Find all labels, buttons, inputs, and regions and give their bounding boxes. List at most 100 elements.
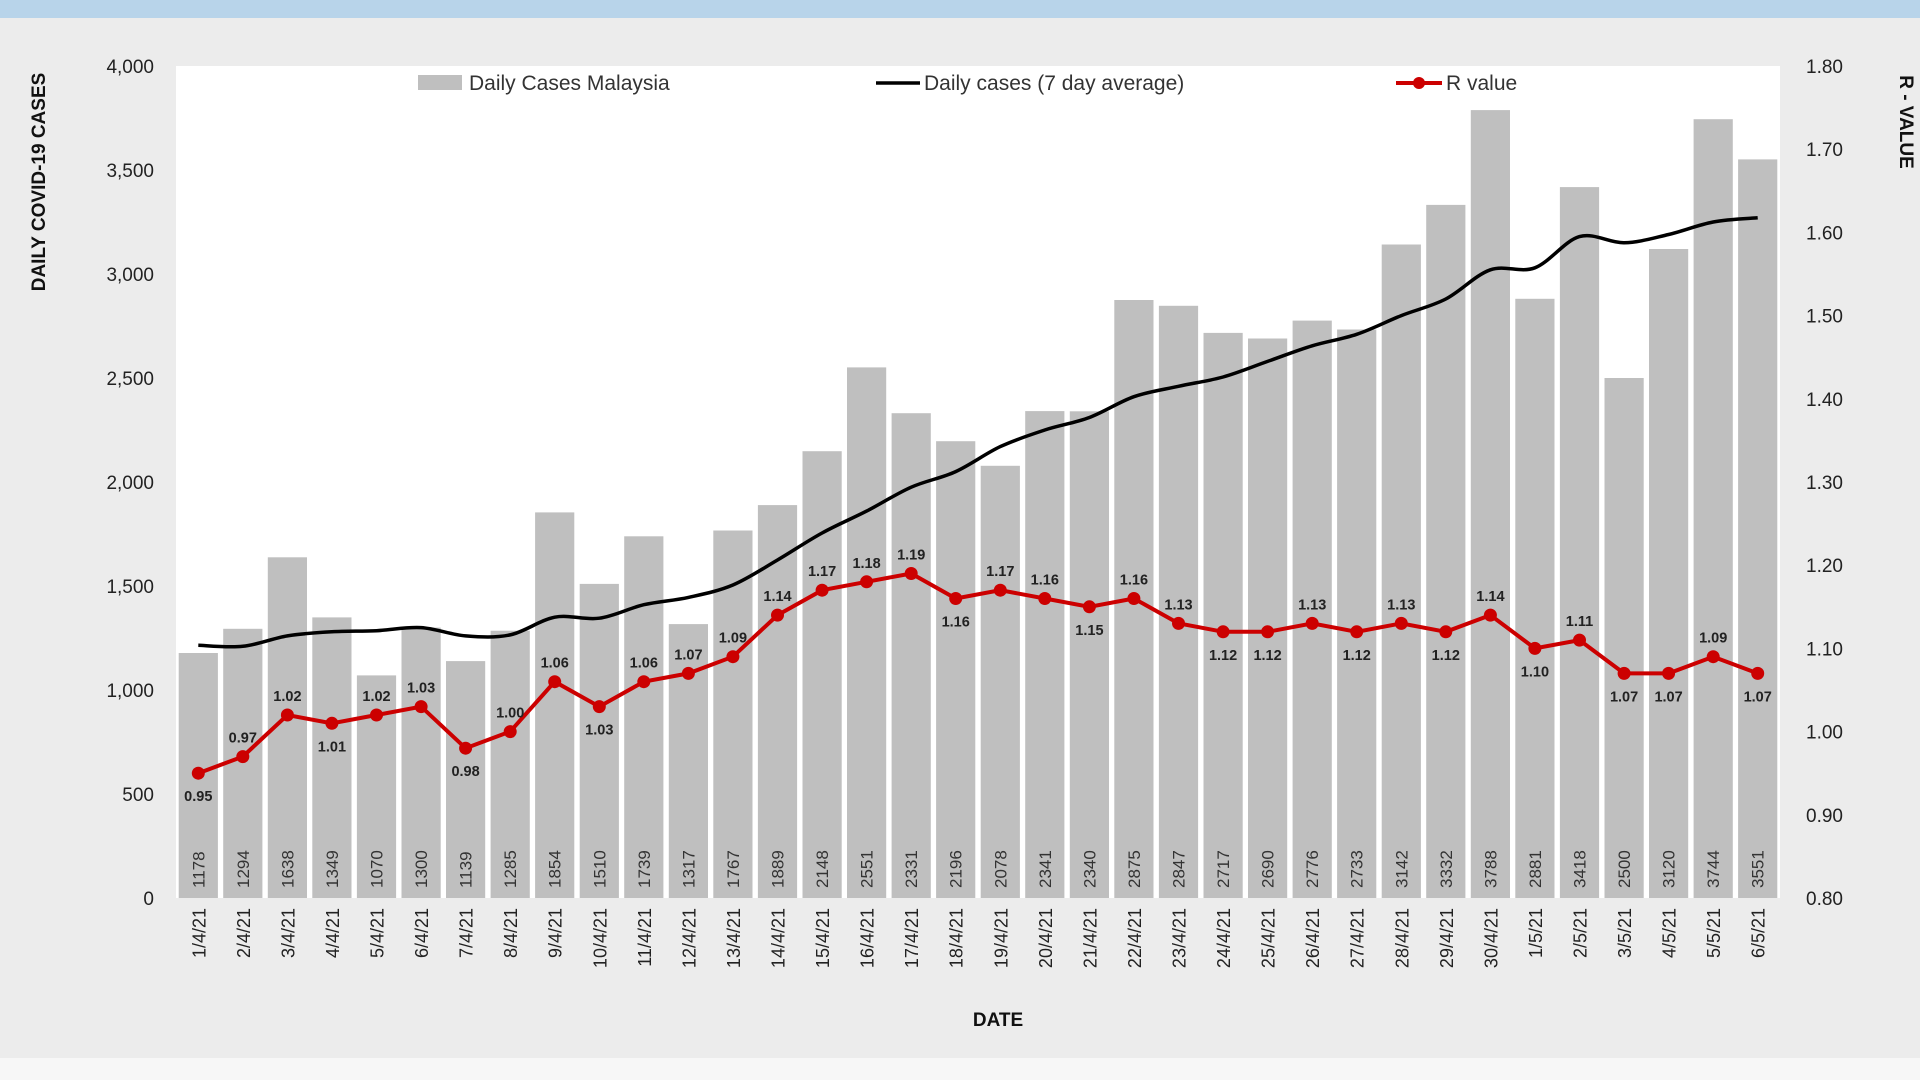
r-value-label: 1.16 bbox=[1031, 573, 1059, 589]
x-tick-label: 25/4/21 bbox=[1259, 908, 1279, 968]
r-marker bbox=[1038, 592, 1052, 605]
r-value-label: 1.02 bbox=[362, 689, 390, 705]
x-tick-label: 30/4/21 bbox=[1481, 908, 1501, 968]
bar-value-label: 2847 bbox=[1170, 850, 1189, 888]
r-value-label: 1.15 bbox=[1075, 623, 1103, 639]
bar-value-label: 3120 bbox=[1660, 850, 1679, 888]
r-value-label: 1.06 bbox=[541, 656, 569, 672]
bar bbox=[401, 627, 441, 898]
x-tick-label: 2/4/21 bbox=[234, 908, 254, 958]
x-tick-label: 8/4/21 bbox=[501, 908, 521, 958]
plot-area bbox=[176, 66, 1780, 898]
y2-tick-label: 1.80 bbox=[1806, 57, 1843, 78]
x-tick-label: 28/4/21 bbox=[1392, 908, 1412, 968]
bar-value-label: 3788 bbox=[1481, 850, 1500, 888]
r-value-label: 1.03 bbox=[585, 723, 613, 739]
bar-value-label: 2881 bbox=[1526, 850, 1545, 888]
bar bbox=[1693, 119, 1733, 898]
bar bbox=[1248, 338, 1288, 898]
y-tick-label: 4,000 bbox=[106, 57, 154, 78]
x-tick-label: 21/4/21 bbox=[1080, 908, 1100, 968]
r-value-label: 1.07 bbox=[1744, 689, 1772, 705]
bar-value-label: 3332 bbox=[1437, 850, 1456, 888]
y2-tick-label: 0.90 bbox=[1806, 806, 1843, 827]
y2-tick-label: 1.00 bbox=[1806, 723, 1843, 744]
x-tick-label: 10/4/21 bbox=[590, 908, 610, 968]
bar-value-label: 1294 bbox=[234, 850, 253, 888]
r-marker bbox=[771, 608, 784, 622]
y-axis-title: DAILY COVID-19 CASES bbox=[29, 73, 50, 292]
bar-value-label: 1317 bbox=[679, 850, 698, 888]
legend-swatch-r-marker bbox=[1413, 77, 1425, 89]
bar-value-label: 1854 bbox=[546, 850, 565, 888]
y-tick-label: 1,500 bbox=[106, 577, 154, 598]
bar-value-label: 2551 bbox=[858, 850, 877, 888]
r-value-label: 1.13 bbox=[1387, 597, 1415, 613]
bar bbox=[1515, 298, 1555, 898]
r-value-label: 1.06 bbox=[630, 656, 658, 672]
r-marker bbox=[637, 675, 651, 689]
bar bbox=[1025, 411, 1065, 898]
bar bbox=[1158, 305, 1199, 898]
r-value-label: 1.19 bbox=[897, 548, 925, 564]
bar-value-label: 2341 bbox=[1036, 850, 1055, 888]
bar-value-label: 2078 bbox=[991, 850, 1010, 888]
r-value-label: 1.07 bbox=[1610, 689, 1638, 705]
r-value-label: 0.98 bbox=[451, 764, 479, 780]
bar-value-label: 1739 bbox=[635, 850, 654, 888]
r-value-label: 1.17 bbox=[986, 564, 1014, 580]
x-tick-label: 23/4/21 bbox=[1170, 908, 1190, 968]
legend: Daily Cases Malaysia Daily cases (7 day … bbox=[418, 72, 1517, 95]
bar bbox=[1203, 332, 1243, 898]
r-marker bbox=[1573, 633, 1586, 647]
bar bbox=[490, 630, 530, 898]
r-marker bbox=[1528, 641, 1542, 655]
bar bbox=[1559, 187, 1600, 899]
y2-tick-label: 0.80 bbox=[1806, 889, 1843, 910]
bar bbox=[847, 367, 887, 898]
r-value-label: 1.17 bbox=[808, 564, 836, 580]
r-marker bbox=[993, 583, 1007, 597]
bar-value-label: 2340 bbox=[1080, 850, 1099, 888]
y-tick-label: 3,000 bbox=[106, 265, 154, 286]
bar bbox=[1069, 411, 1109, 898]
r-value-label: 1.13 bbox=[1298, 597, 1326, 613]
x-tick-label: 1/4/21 bbox=[189, 908, 209, 958]
bar bbox=[1292, 320, 1332, 899]
bar bbox=[1337, 329, 1377, 898]
r-marker bbox=[1483, 608, 1497, 622]
r-marker bbox=[503, 725, 517, 739]
legend-label-r: R value bbox=[1446, 72, 1517, 95]
r-value-label: 1.09 bbox=[1699, 631, 1727, 647]
x-tick-label: 13/4/21 bbox=[724, 908, 744, 968]
x-tick-label: 9/4/21 bbox=[546, 908, 566, 958]
r-marker bbox=[548, 675, 562, 689]
x-tick-label: 7/4/21 bbox=[457, 908, 477, 958]
y-tick-label: 0 bbox=[143, 889, 154, 910]
x-tick-label: 26/4/21 bbox=[1303, 908, 1323, 968]
x-tick-label: 4/5/21 bbox=[1660, 908, 1680, 958]
x-tick-label: 4/4/21 bbox=[323, 908, 343, 958]
r-marker bbox=[860, 575, 874, 589]
r-value-label: 1.00 bbox=[496, 706, 524, 722]
x-tick-label: 29/4/21 bbox=[1437, 908, 1457, 968]
y2-axis-title: R - VALUE bbox=[1895, 75, 1916, 169]
r-marker bbox=[414, 700, 428, 714]
bar bbox=[713, 530, 753, 898]
legend-label-avg: Daily cases (7 day average) bbox=[924, 72, 1184, 95]
r-marker bbox=[325, 716, 339, 730]
r-value-label: 1.01 bbox=[318, 739, 346, 755]
bar-value-label: 3418 bbox=[1571, 850, 1590, 888]
bar-value-label: 1178 bbox=[189, 851, 208, 888]
r-marker bbox=[280, 708, 294, 722]
y2-tick-label: 1.70 bbox=[1806, 140, 1843, 161]
r-value-label: 1.12 bbox=[1432, 648, 1460, 664]
bar bbox=[936, 441, 976, 898]
bar bbox=[312, 617, 352, 898]
bar bbox=[1426, 204, 1466, 898]
y-tick-label: 3,500 bbox=[106, 161, 154, 182]
bar bbox=[802, 451, 842, 898]
x-tick-label: 3/4/21 bbox=[278, 908, 298, 958]
r-marker bbox=[1127, 592, 1141, 605]
